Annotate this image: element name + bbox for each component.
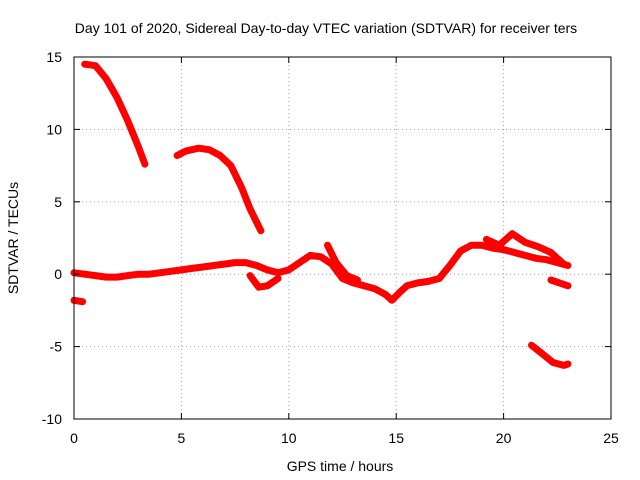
y-tick-label: 5: [54, 194, 62, 210]
series-arc-upper-2: [173, 144, 265, 235]
y-tick-label: 10: [46, 121, 62, 137]
series-arc-mid-12: [324, 241, 361, 284]
y-tick-label: -10: [42, 411, 62, 427]
y-axis-title: SDTVAR / TECUs: [5, 182, 21, 294]
series-arc-main: [70, 241, 572, 304]
chart-title: Day 101 of 2020, Sidereal Day-to-day VTE…: [75, 20, 577, 36]
series-arc-short-start: [70, 296, 87, 306]
series-arc-dip-8: [246, 272, 282, 291]
x-tick-label: 25: [603, 430, 619, 446]
x-tick-label: 15: [388, 430, 404, 446]
series-arc-high-20: [482, 230, 568, 268]
series-arc-upper-1: [81, 60, 149, 168]
y-tick-label: 15: [46, 49, 62, 65]
x-tick-label: 20: [496, 430, 512, 446]
series-arc-lower: [528, 341, 572, 369]
series-layer: [70, 60, 572, 369]
tick-layer: 0 5 10 15 20 25 15 10 5 0 -5 -10: [42, 49, 619, 446]
y-tick-label: 0: [54, 266, 62, 282]
plot-frame: [73, 56, 612, 420]
series-arc-neg-22: [547, 276, 572, 290]
x-tick-label: 10: [281, 430, 297, 446]
x-axis-title: GPS time / hours: [287, 458, 394, 474]
x-tick-label: 0: [70, 430, 78, 446]
y-tick-label: -5: [50, 339, 63, 355]
x-tick-label: 5: [178, 430, 186, 446]
grid-layer: [74, 57, 611, 419]
